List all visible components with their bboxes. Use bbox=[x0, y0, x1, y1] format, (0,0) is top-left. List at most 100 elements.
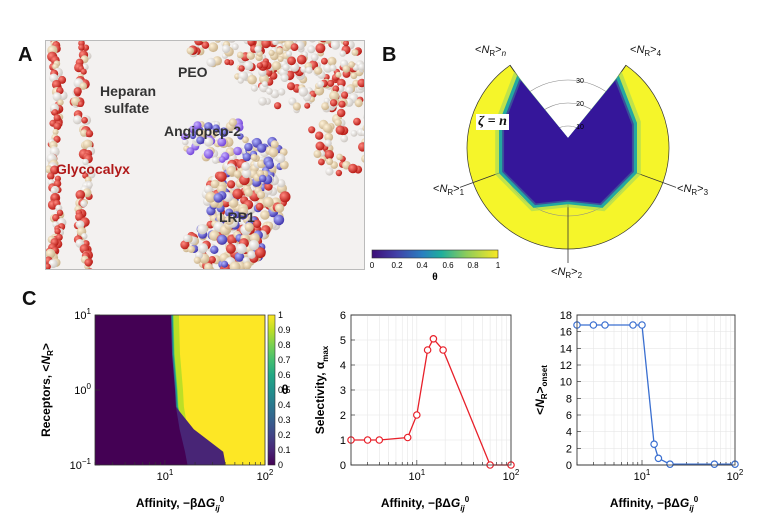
atom bbox=[224, 59, 231, 65]
heatmap-colorbar bbox=[267, 314, 276, 466]
molecular-rendering: Heparan sulfate PEO Angiopep-2 Glycocaly… bbox=[45, 40, 365, 270]
atom bbox=[210, 179, 220, 189]
atom bbox=[258, 174, 267, 183]
heatmap-cb-tick: 0.8 bbox=[278, 340, 291, 350]
atom bbox=[348, 163, 358, 174]
atom bbox=[276, 153, 286, 163]
selectivity-frame bbox=[350, 314, 512, 466]
atom bbox=[51, 79, 62, 90]
atom bbox=[79, 82, 87, 90]
atom bbox=[84, 258, 93, 267]
atom bbox=[298, 87, 309, 97]
atom bbox=[214, 41, 221, 43]
atom bbox=[53, 135, 61, 143]
atom bbox=[279, 191, 291, 203]
atom bbox=[80, 129, 88, 137]
receptor-affinity-heatmap: 101 100 10−1 101 102 0 0.1 0.2 0.3 0.4 0.5 0.6 0.7 0.… bbox=[39, 307, 291, 513]
atom bbox=[292, 102, 301, 111]
lrp1-label: LRP1 bbox=[219, 209, 255, 225]
atom bbox=[362, 125, 364, 132]
atom bbox=[183, 234, 191, 243]
molecular-rendering-svg bbox=[46, 41, 364, 269]
atom bbox=[201, 41, 207, 43]
atom bbox=[335, 169, 343, 177]
atom bbox=[241, 168, 252, 179]
atom bbox=[337, 108, 346, 118]
atom bbox=[48, 259, 58, 269]
atom bbox=[238, 206, 248, 216]
selectivity-xtick-label: 102 bbox=[503, 468, 520, 483]
atom bbox=[52, 128, 59, 135]
atom bbox=[287, 56, 296, 66]
panel-c-letter: C bbox=[22, 288, 37, 310]
atom bbox=[196, 136, 205, 145]
atom bbox=[350, 130, 358, 137]
selectivity-data-point bbox=[403, 433, 412, 442]
atom bbox=[254, 45, 262, 53]
polar-colorbar: 0 0.2 0.4 0.6 0.8 1 θ bbox=[370, 249, 501, 283]
atom bbox=[85, 129, 94, 138]
atom bbox=[247, 250, 256, 259]
onset-ytick-label: 8 bbox=[566, 393, 572, 405]
atom bbox=[82, 158, 89, 166]
atom bbox=[201, 41, 210, 49]
atom bbox=[314, 66, 323, 75]
polar-axis-label-n: <NR>n bbox=[475, 44, 507, 59]
atom bbox=[261, 81, 268, 87]
atom bbox=[252, 219, 262, 228]
atom bbox=[216, 171, 227, 182]
atom bbox=[51, 193, 59, 202]
heatmap-cb-tick: 0 bbox=[278, 460, 283, 470]
atom bbox=[71, 96, 81, 106]
heatmap-ytick-label: 100 bbox=[74, 382, 91, 397]
atom bbox=[361, 154, 364, 163]
onset-ytick-label: 4 bbox=[566, 427, 572, 439]
atom bbox=[326, 158, 334, 166]
heatmap-ytick-label: 101 bbox=[74, 307, 91, 322]
atom bbox=[242, 136, 249, 144]
atom bbox=[342, 65, 351, 73]
selectivity-xtick-label: 101 bbox=[408, 468, 425, 483]
selectivity-ylabel: Selectivity, αmax bbox=[313, 345, 330, 434]
onset-ytick-label: 10 bbox=[560, 377, 572, 389]
heatmap-xlabel: Affinity, −βΔGij0 bbox=[136, 495, 225, 513]
atom bbox=[231, 43, 239, 51]
onset-ytick-label: 0 bbox=[566, 460, 572, 472]
atom bbox=[285, 50, 293, 57]
atom bbox=[216, 213, 225, 223]
atom bbox=[241, 161, 251, 171]
atom bbox=[309, 41, 316, 43]
heatmap-xtick-label: 101 bbox=[157, 468, 174, 483]
atom bbox=[254, 247, 266, 259]
heparan-line2: sulfate bbox=[104, 100, 150, 116]
atom bbox=[244, 222, 254, 232]
panel-b-letter: B bbox=[382, 44, 397, 66]
onset-data-point bbox=[650, 440, 658, 449]
atom bbox=[348, 61, 355, 68]
selectivity-ytick-label: 0 bbox=[340, 460, 346, 472]
onset-ytick-label: 18 bbox=[560, 310, 572, 322]
atom bbox=[315, 131, 324, 140]
atom bbox=[304, 102, 311, 109]
heatmap-field bbox=[95, 315, 265, 465]
atom bbox=[275, 203, 285, 213]
atom bbox=[82, 44, 90, 51]
atom bbox=[84, 165, 95, 175]
atom bbox=[323, 63, 333, 73]
heatmap-cb-tick: 1 bbox=[278, 310, 283, 320]
atom bbox=[221, 260, 229, 268]
atom bbox=[52, 214, 60, 222]
atom bbox=[197, 243, 208, 254]
selectivity-data-point bbox=[423, 346, 432, 354]
heatmap-cb-tick: 0.7 bbox=[278, 355, 291, 365]
atom bbox=[55, 233, 63, 241]
atom bbox=[353, 117, 361, 126]
onset-data-point bbox=[629, 321, 637, 329]
atom bbox=[268, 147, 279, 158]
atom bbox=[296, 54, 307, 65]
atom bbox=[234, 252, 245, 262]
atom bbox=[187, 245, 195, 253]
atom bbox=[213, 193, 224, 203]
polar-diagram: 10 20 30 bbox=[459, 64, 677, 263]
atom bbox=[335, 71, 342, 78]
